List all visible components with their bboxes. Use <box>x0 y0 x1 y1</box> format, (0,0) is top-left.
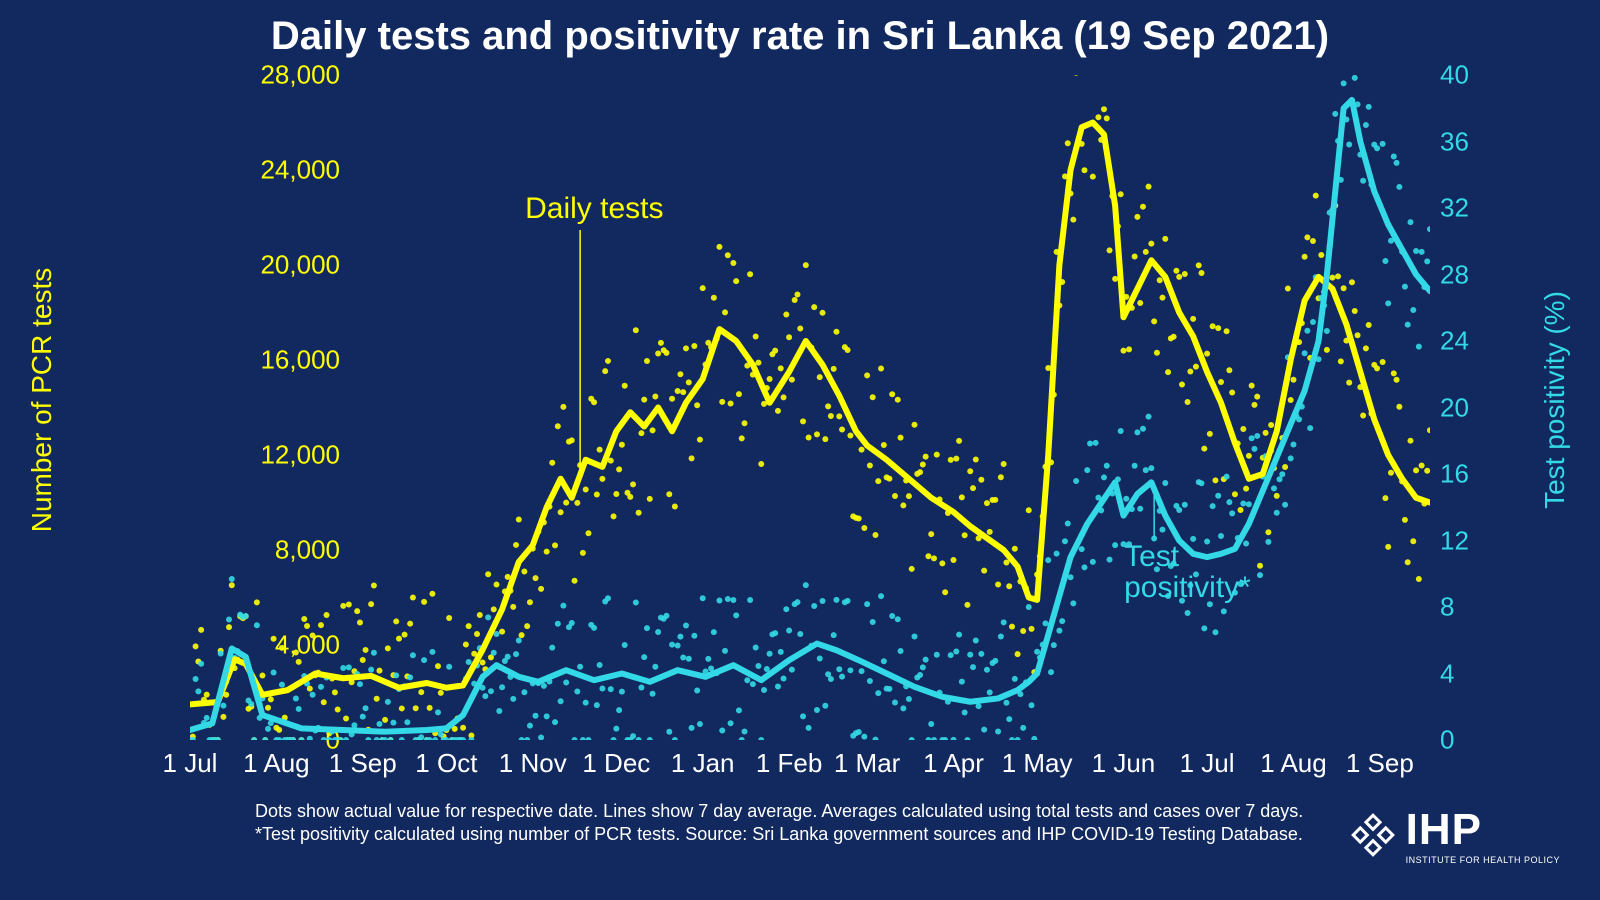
x-tick: 1 May <box>1002 748 1073 779</box>
annotation-daily-tests: Daily tests <box>525 192 663 226</box>
x-tick: 1 Jun <box>1092 748 1156 779</box>
y2-tick: 20 <box>1440 392 1469 423</box>
y1-axis-label: Number of PCR tests <box>26 268 58 533</box>
y2-tick: 32 <box>1440 193 1469 224</box>
y2-tick: 40 <box>1440 60 1469 91</box>
x-tick: 1 Apr <box>923 748 984 779</box>
logo-text: IHP <box>1406 805 1482 854</box>
y2-tick: 0 <box>1440 725 1454 756</box>
x-tick: 1 Aug <box>243 748 310 779</box>
footer-line-1: Dots show actual value for respective da… <box>255 800 1303 823</box>
x-tick: 1 Aug <box>1260 748 1327 779</box>
x-tick: 1 Jul <box>163 748 218 779</box>
y2-axis-label: Test positivity (%) <box>1539 291 1571 509</box>
y2-tick: 8 <box>1440 592 1454 623</box>
footer-notes: Dots show actual value for respective da… <box>255 800 1303 845</box>
logo-icon <box>1350 812 1396 858</box>
footer-line-2: *Test positivity calculated using number… <box>255 823 1303 846</box>
x-tick: 1 Jan <box>671 748 735 779</box>
x-tick: 1 Jul <box>1180 748 1235 779</box>
chart-title: Daily tests and positivity rate in Sri L… <box>0 14 1600 59</box>
x-tick: 1 Feb <box>756 748 823 779</box>
chart-plot <box>190 75 1430 740</box>
y2-tick: 4 <box>1440 658 1454 689</box>
x-tick: 1 Nov <box>499 748 567 779</box>
y2-tick: 36 <box>1440 126 1469 157</box>
x-tick: 1 Sep <box>1346 748 1414 779</box>
annotation-positivity: Testpositivity* <box>1124 541 1251 604</box>
x-tick: 1 Sep <box>329 748 397 779</box>
ihp-logo: IHP INSTITUTE FOR HEALTH POLICY <box>1350 805 1560 865</box>
y2-tick: 12 <box>1440 525 1469 556</box>
x-tick: 1 Oct <box>415 748 477 779</box>
x-tick: 1 Dec <box>582 748 650 779</box>
logo-subtext: INSTITUTE FOR HEALTH POLICY <box>1406 855 1560 865</box>
y2-tick: 28 <box>1440 259 1469 290</box>
x-tick: 1 Mar <box>834 748 900 779</box>
y2-tick: 16 <box>1440 459 1469 490</box>
y2-tick: 24 <box>1440 326 1469 357</box>
